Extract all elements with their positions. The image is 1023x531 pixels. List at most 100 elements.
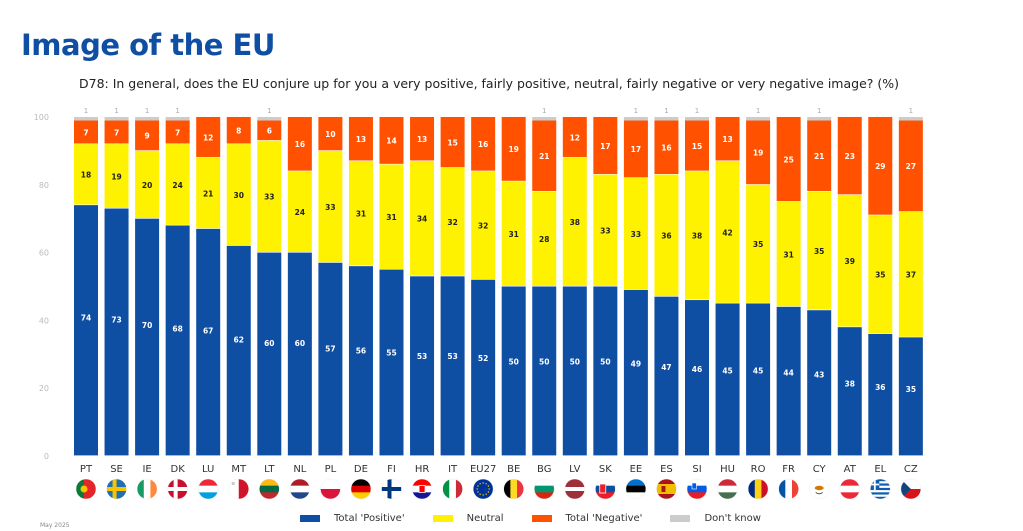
bar-segment-neutral xyxy=(440,167,465,276)
data-label-neutral: 33 xyxy=(600,227,610,236)
data-label-neutral: 19 xyxy=(111,172,121,181)
flag-croatia-icon xyxy=(411,478,433,500)
flag-czechia-icon xyxy=(900,478,922,500)
bar-stack-be: 50 31 19 xyxy=(501,117,526,456)
flag-estonia-icon xyxy=(625,478,647,500)
data-label-negative: 15 xyxy=(692,142,702,151)
data-label-positive: 50 xyxy=(570,357,580,366)
data-label-neutral: 38 xyxy=(570,218,580,227)
x-tick-label: SE xyxy=(110,464,123,475)
bar-stack-sk: 50 33 17 xyxy=(593,117,618,456)
data-label-negative: 16 xyxy=(661,144,671,153)
flag-slovakia-icon xyxy=(595,478,616,500)
data-label-negative: 25 xyxy=(783,155,793,164)
data-label-neutral: 42 xyxy=(722,228,732,237)
data-label-dont-know: 1 xyxy=(634,107,638,115)
data-label-positive: 67 xyxy=(203,326,213,335)
page-title: Image of the EU xyxy=(21,28,275,62)
x-tick-label: MT xyxy=(231,464,247,475)
legend-swatch-dont-know xyxy=(670,515,691,522)
bar-segment-neutral xyxy=(654,174,679,297)
data-label-positive: 57 xyxy=(325,345,335,354)
flag-slovenia-icon xyxy=(686,478,708,500)
data-label-negative: 21 xyxy=(539,152,549,161)
bar-stack-ie: 70 20 9 1 xyxy=(135,107,160,456)
data-label-dont-know: 1 xyxy=(175,107,179,115)
data-label-negative: 14 xyxy=(386,137,396,146)
bar-segment-neutral xyxy=(318,150,343,263)
data-label-negative: 13 xyxy=(417,135,427,144)
bar-segment-positive xyxy=(74,205,98,456)
bar-segment-negative xyxy=(379,117,404,164)
x-tick-label: DE xyxy=(354,464,368,475)
bar-segment-negative xyxy=(868,117,893,215)
bar-stack-se: 73 19 7 1 xyxy=(104,107,129,456)
data-label-neutral: 28 xyxy=(539,235,549,244)
legend-label-neutral: Neutral xyxy=(466,513,504,524)
bar-segment-neutral xyxy=(807,191,832,310)
bar-segment-neutral xyxy=(135,150,160,219)
bar-segment-positive xyxy=(562,286,587,456)
data-label-neutral: 31 xyxy=(386,213,396,222)
data-label-dont-know: 1 xyxy=(695,107,699,115)
bar-segment-dont-know xyxy=(257,117,282,121)
flag-belgium-icon xyxy=(503,478,524,500)
x-tick-label: LU xyxy=(202,464,214,475)
bar-segment-positive xyxy=(287,252,312,456)
data-label-negative: 17 xyxy=(631,145,641,154)
bar-stack-mt: 62 30 8 xyxy=(226,117,251,456)
bar-segment-neutral xyxy=(715,161,740,303)
data-label-negative: 7 xyxy=(83,128,88,137)
data-label-positive: 44 xyxy=(783,368,793,377)
bar-segment-neutral xyxy=(410,161,435,276)
bar-segment-negative xyxy=(501,117,526,181)
bar-segment-negative xyxy=(562,117,587,158)
bar-segment-neutral xyxy=(165,144,190,225)
data-label-positive: 49 xyxy=(631,359,641,368)
legend-swatch-neutral xyxy=(432,515,453,522)
data-label-negative: 16 xyxy=(478,140,488,149)
bar-segment-neutral xyxy=(776,201,801,307)
data-label-negative: 13 xyxy=(356,135,366,144)
bar-segment-dont-know xyxy=(74,117,98,121)
bar-segment-positive xyxy=(898,337,923,456)
x-tick-label: CZ xyxy=(904,464,918,475)
data-label-negative: 6 xyxy=(267,127,272,136)
y-tick-label: 20 xyxy=(39,384,49,393)
bar-stack-pt: 74 18 7 1 xyxy=(74,107,98,456)
data-label-dont-know: 1 xyxy=(664,107,668,115)
data-label-neutral: 34 xyxy=(417,215,427,224)
bar-segment-neutral xyxy=(685,171,709,300)
bar-segment-negative xyxy=(226,117,251,144)
x-tick-label: HU xyxy=(720,464,735,475)
bar-stack-cz: 35 37 27 1 xyxy=(898,107,923,456)
data-label-neutral: 20 xyxy=(142,181,152,190)
bar-segment-negative xyxy=(440,117,465,168)
flag-germany-icon xyxy=(350,478,372,500)
data-label-positive: 35 xyxy=(906,385,916,394)
data-label-positive: 47 xyxy=(661,363,671,372)
bar-segment-neutral xyxy=(348,161,373,266)
bar-segment-negative xyxy=(593,117,618,175)
bar-segment-positive xyxy=(593,286,618,456)
bar-segment-dont-know xyxy=(135,117,160,121)
bar-segment-positive xyxy=(685,300,709,456)
x-tick-label: EL xyxy=(874,464,886,475)
x-tick-label: EE xyxy=(630,464,643,475)
bar-stack-bg: 50 28 21 1 xyxy=(532,107,557,456)
bar-stack-hr: 53 34 13 xyxy=(410,117,435,456)
bar-segment-neutral xyxy=(74,144,98,205)
data-label-positive: 60 xyxy=(264,339,274,348)
bar-segment-dont-know xyxy=(807,117,832,121)
bar-segment-negative xyxy=(715,117,740,161)
bar-stack-fr: 44 31 25 xyxy=(776,117,801,456)
bar-segment-dont-know xyxy=(898,117,923,121)
bar-segment-dont-know xyxy=(532,117,557,121)
data-label-negative: 10 xyxy=(325,130,335,139)
bar-stack-fi: 55 31 14 xyxy=(379,117,404,456)
x-axis-labels: PT SE IE DK LU MT LT NL PL DE FI HR IT EU27 BE BG LV SK EE… xyxy=(80,464,918,475)
bar-segment-negative xyxy=(257,120,282,141)
data-label-neutral: 37 xyxy=(906,271,916,280)
data-label-positive: 70 xyxy=(142,321,152,330)
